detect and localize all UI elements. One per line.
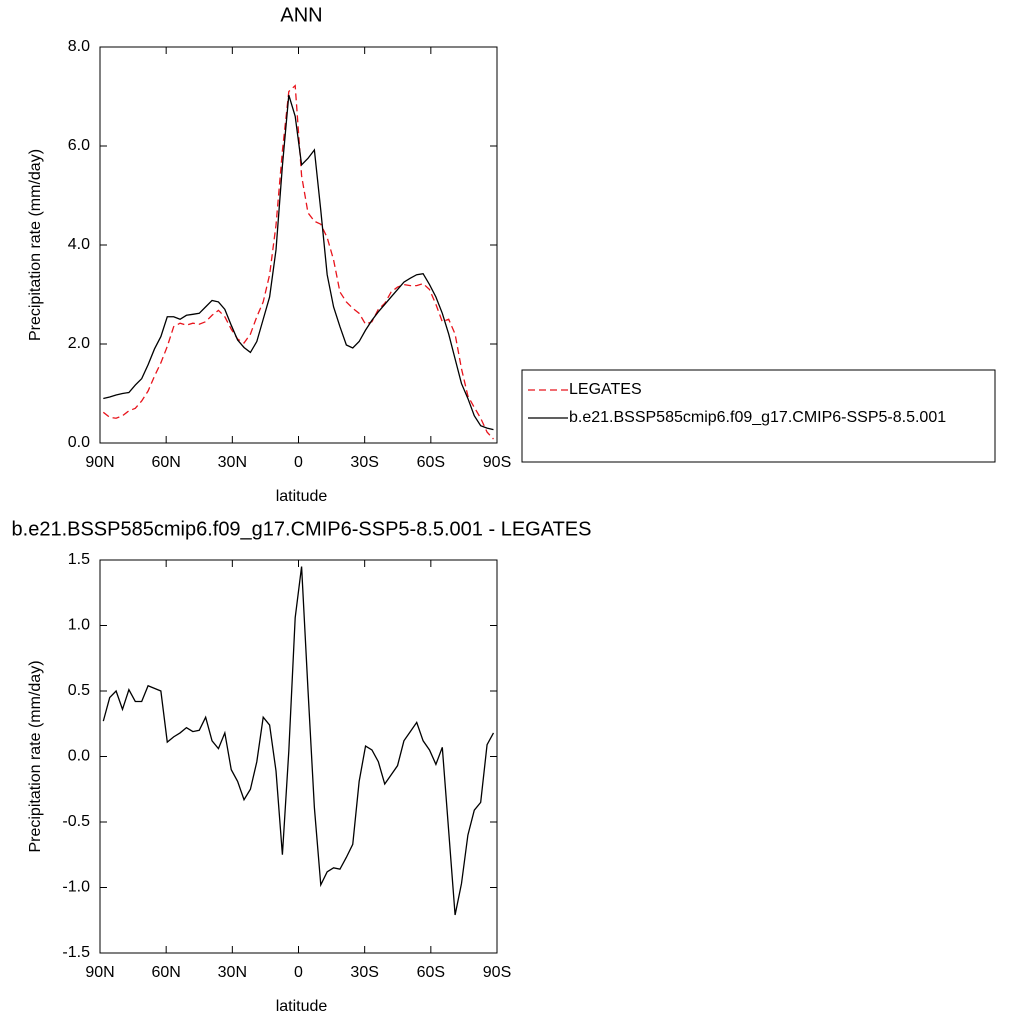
- x-tick-label: 90S: [483, 964, 511, 981]
- x-tick-label: 60S: [417, 454, 445, 471]
- x-tick-label: 30N: [218, 454, 247, 471]
- data-line: [103, 94, 494, 431]
- y-tick-label: -0.5: [62, 813, 90, 830]
- y-tick-label: 0.5: [68, 682, 90, 699]
- y-tick-label: 1.5: [68, 551, 90, 568]
- y-tick-label: 4.0: [68, 236, 90, 253]
- x-tick-label: 60S: [417, 964, 445, 981]
- y-tick-label: -1.0: [62, 879, 90, 896]
- y-axis-label: Precipitation rate (mm/day): [27, 149, 44, 341]
- y-tick-label: 8.0: [68, 38, 90, 55]
- chart-title: ANN: [280, 4, 322, 26]
- plot-frame: [99, 46, 498, 444]
- x-tick-label: 30S: [350, 964, 378, 981]
- chart-title: b.e21.BSSP585cmip6.f09_g17.CMIP6-SSP5-8.…: [12, 518, 592, 540]
- y-axis-label: Precipitation rate (mm/day): [27, 660, 44, 852]
- x-tick-label: 30N: [218, 964, 247, 981]
- legend-label: b.e21.BSSP585cmip6.f09_g17.CMIP6-SSP5-8.…: [569, 409, 946, 426]
- x-axis-label: latitude: [276, 488, 328, 505]
- y-tick-label: 0.0: [68, 748, 90, 765]
- legend-box: [521, 369, 996, 463]
- x-tick-label: 90N: [85, 454, 114, 471]
- data-line: [102, 566, 495, 916]
- x-tick-label: 30S: [350, 454, 378, 471]
- y-tick-label: -1.5: [62, 944, 90, 961]
- x-tick-label: 60N: [151, 964, 180, 981]
- y-tick-label: 0.0: [68, 434, 90, 451]
- y-tick-label: 6.0: [68, 137, 90, 154]
- data-line: [102, 84, 494, 440]
- legend-label: LEGATES: [569, 381, 642, 398]
- x-tick-label: 0: [294, 964, 303, 981]
- x-tick-label: 60N: [151, 454, 180, 471]
- y-tick-label: 1.0: [68, 617, 90, 634]
- plot-frame: [99, 559, 498, 954]
- x-axis-label: latitude: [276, 998, 328, 1015]
- y-tick-label: 2.0: [68, 335, 90, 352]
- x-tick-label: 90S: [483, 454, 511, 471]
- x-tick-label: 0: [294, 454, 303, 471]
- x-tick-label: 90N: [85, 964, 114, 981]
